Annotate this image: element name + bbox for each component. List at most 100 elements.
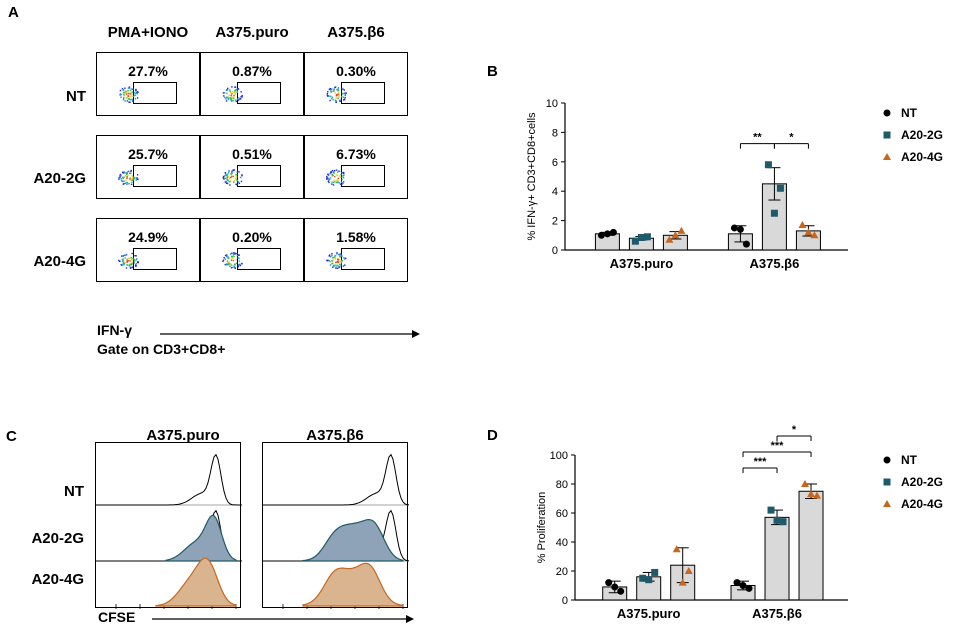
scatter-cloud [326, 252, 347, 269]
data-point [609, 228, 617, 236]
gate-rectangle [341, 165, 385, 187]
scatter-cloud [222, 169, 243, 186]
flow-plot-cell: 25.7% [96, 135, 200, 199]
panel-b-letter: B [487, 63, 498, 80]
gate-percentage: 0.51% [232, 146, 272, 162]
gate-percentage: 24.9% [128, 229, 168, 245]
significance-label: ** [753, 132, 762, 144]
x-tick-label: A375.β6 [749, 256, 799, 271]
data-point [677, 226, 686, 234]
flow-row-label: NT [66, 88, 86, 105]
cfse-axis-label: CFSE [98, 609, 136, 625]
legend-marker [883, 131, 891, 139]
gate-rectangle [133, 165, 177, 187]
y-tick-label: 6 [552, 157, 558, 169]
panel-d-letter: D [487, 427, 498, 444]
a20-2g-histogram [165, 514, 237, 562]
legend-label: A20-4G [901, 150, 943, 164]
flow-plot-cell: 0.87% [200, 52, 304, 116]
gate-percentage: 0.20% [232, 229, 272, 245]
flow-plot-cell: 0.20% [200, 218, 304, 282]
scatter-cloud [118, 169, 139, 186]
gate-percentage: 6.73% [336, 146, 376, 162]
a20-4g-histogram [155, 557, 237, 607]
nt-histogram [263, 453, 409, 506]
panel-c-letter: C [6, 428, 17, 445]
flow-plot-cell: 1.58% [304, 218, 408, 282]
data-point [742, 240, 750, 248]
nt-histogram [96, 453, 242, 506]
data-point [736, 225, 744, 233]
hist-col-header: A375.puro [146, 427, 220, 444]
data-point [776, 184, 784, 192]
flow-plot-cell: 27.7% [96, 52, 200, 116]
y-tick-label: 4 [552, 186, 558, 198]
data-point [764, 161, 772, 169]
histogram-a375-beta6 [262, 442, 409, 609]
data-point [798, 221, 807, 229]
y-tick-label: 2 [552, 216, 558, 228]
y-tick-label: 8 [552, 127, 558, 139]
hist-row-label: A20-2G [31, 530, 84, 547]
y-axis-label: % IFN-γ+ CD3+CD8+cells [526, 112, 538, 241]
flow-plot-cell: 24.9% [96, 218, 200, 282]
gate-rectangle [237, 248, 281, 270]
scatter-cloud [222, 86, 243, 102]
gate-percentage: 27.7% [128, 63, 168, 79]
scatter-cloud [326, 169, 345, 186]
histogram-plot [96, 453, 242, 609]
data-point [603, 230, 611, 238]
data-point [637, 234, 645, 242]
data-point [671, 231, 680, 239]
histogram-a375-puro [95, 442, 242, 609]
legend-marker [883, 109, 891, 117]
scatter-cloud [326, 86, 347, 103]
flow-col-header: A375.β6 [327, 24, 385, 41]
flow-col-header: A375.puro [215, 24, 289, 41]
panel-a-letter: A [8, 4, 19, 21]
significance-label: * [789, 132, 794, 144]
data-point [810, 231, 819, 239]
flow-plot-cell: 6.73% [304, 135, 408, 199]
scatter-cloud [222, 252, 243, 269]
ifn-gamma-arrow [160, 330, 420, 338]
gate-rectangle [341, 248, 385, 270]
a20-4g-histogram [302, 562, 404, 607]
data-point [665, 235, 674, 243]
data-point [730, 224, 738, 232]
hist-row-label: A20-4G [31, 571, 84, 588]
data-point [770, 209, 778, 217]
gate-rectangle [133, 82, 177, 104]
gate-percentage: 25.7% [128, 146, 168, 162]
flow-plot-cell: 0.30% [304, 52, 408, 116]
gate-percentage: 0.30% [336, 63, 376, 79]
hist-row-label: NT [64, 483, 84, 500]
ifn-gamma-axis-label: IFN-γ [97, 322, 132, 338]
flow-row-label: A20-2G [33, 170, 86, 187]
cfse-arrow [152, 615, 414, 623]
scatter-cloud [119, 86, 139, 103]
a20-2g-histogram [302, 518, 404, 562]
data-point [631, 237, 639, 245]
x-tick-label: A375.puro [610, 256, 674, 271]
gate-percentage: 1.58% [336, 229, 376, 245]
flow-row-label: A20-4G [33, 253, 86, 270]
gate-rectangle [341, 82, 385, 104]
legend-label: A20-2G [901, 128, 943, 142]
legend-marker [883, 153, 891, 160]
flow-col-header: PMA+IONO [107, 24, 189, 41]
gate-rectangle [237, 165, 281, 187]
legend-label: NT [901, 106, 918, 120]
hist-col-header: A375.β6 [306, 427, 364, 444]
gate-label: Gate on CD3+CD8+ [97, 341, 226, 357]
histogram-plot [263, 453, 409, 609]
data-point [597, 231, 605, 239]
y-tick-label: 0 [552, 245, 558, 257]
y-tick-label: 10 [546, 98, 558, 110]
scatter-cloud [118, 252, 139, 269]
flow-plot-cell: 0.51% [200, 135, 304, 199]
data-point [804, 228, 813, 236]
data-point [643, 233, 651, 241]
gate-percentage: 0.87% [232, 63, 272, 79]
